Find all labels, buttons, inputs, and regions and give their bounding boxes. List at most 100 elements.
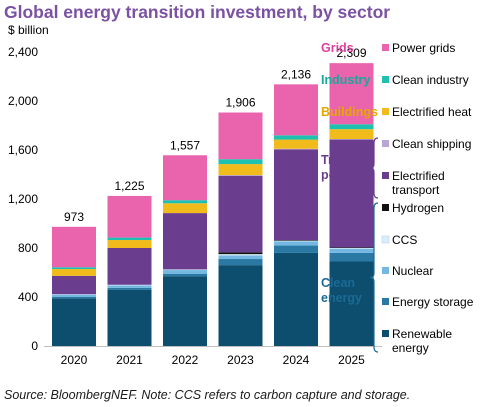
bar-segment [274,252,318,346]
bar-segment [329,247,374,248]
y-axis: 0 400 800 1,200 1,600 2,000 2,400 [8,45,38,353]
bar-segment [274,84,318,136]
bar-segment [329,248,374,253]
bar-segment [218,164,263,176]
x-tick-label: 2021 [116,353,143,367]
bar-segment [329,124,374,130]
legend: Grids Power grids Industry Clean industry Bu… [321,41,474,355]
bar-segment [107,195,152,238]
bar-segment [163,200,207,204]
bar-segment [218,254,263,256]
bar-segment [218,259,263,266]
bar-total-label: 2,136 [281,67,311,81]
legend-group-label: energy [321,291,362,305]
bar-segment [218,159,263,165]
legend-item-label: CCS [392,233,417,247]
chart-title: Global energy transition investment, by … [4,2,391,22]
bar-segment [274,149,318,241]
legend-item-label: Clean industry [392,73,469,87]
legend-bracket [369,137,379,199]
x-tick-label: 2024 [283,353,310,367]
legend-item-label: Power grids [392,41,455,55]
legend-group-label: Grids [321,41,354,55]
bar-segment [52,267,96,270]
bar-total-label: 1,906 [225,96,255,110]
x-axis: 2020 2021 2022 2023 2024 2025 [44,346,382,367]
bar-segment [329,63,374,125]
bar-segment [274,135,318,140]
bar-segment [218,252,263,255]
legend-swatch [382,267,389,274]
source-note: Source: BloombergNEF. Note: CCS refers t… [4,388,411,402]
bar-segment [107,237,152,241]
legend-item-label: energy [392,341,429,355]
bar-segment [274,240,318,241]
y-tick-label: 400 [18,290,38,304]
bar-segment [163,155,207,201]
bar-segment [107,284,152,286]
bar-segment [329,252,374,262]
bar-segment [163,213,207,270]
legend-item-label: Hydrogen [392,201,444,215]
y-tick-label: 1,600 [8,143,38,157]
bar-segment [329,129,374,139]
legend-item-label: Electrified heat [392,105,472,119]
bar-segment [107,289,152,346]
legend-item-label: Nuclear [392,264,433,278]
x-tick-label: 2022 [172,353,199,367]
bar-segment [163,276,207,346]
legend-group-label: Clean [321,276,355,290]
bar-segment [52,298,96,346]
bar-segment [52,297,96,299]
bar-segment [107,248,152,285]
bar-segment [329,261,374,346]
bar-segment [52,226,96,268]
bar-segment [274,245,318,253]
bar-segment [329,139,374,248]
bar-segment [52,294,96,297]
y-tick-label: 1,200 [8,192,38,206]
bar-segment [163,203,207,214]
legend-item-label: Energy storage [392,295,474,309]
bar-segment [163,270,207,274]
x-tick-label: 2023 [227,353,254,367]
y-tick-label: 2,000 [8,94,38,108]
bar-segment [163,273,207,277]
bar-segment [52,294,96,295]
legend-swatch [382,204,389,211]
y-tick-label: 800 [18,241,38,255]
legend-item-label: Clean shipping [392,137,471,151]
legend-swatch [381,235,390,244]
legend-swatch [382,298,389,305]
legend-bracket [369,202,379,353]
legend-swatch [382,330,389,337]
bar-segment [107,240,152,248]
legend-group-label: Industry [321,73,370,87]
legend-item-label: Electrified [392,169,445,183]
bar-segment [274,241,318,246]
y-axis-unit: $ billion [8,23,49,37]
bar-segment [107,287,152,290]
bar-total-label: 1,557 [170,138,200,152]
bar-segment [218,255,263,260]
legend-swatch [382,172,389,179]
legend-item-label: Renewable [392,327,452,341]
bar-segment [218,265,263,346]
bar-segment [218,175,263,176]
bar-segment [163,269,207,271]
bar-segment [329,138,374,140]
legend-swatch [382,76,389,83]
y-tick-label: 2,400 [8,45,38,59]
bar-segment [52,275,96,295]
bar-segment [329,248,374,249]
bar-segment [274,139,318,149]
bar-total-label: 2,309 [336,46,366,60]
legend-swatch [382,108,389,115]
bar-segment [218,175,263,253]
bar-segment [274,148,318,150]
x-tick-label: 2020 [61,353,88,367]
legend-group-label: port [321,168,346,182]
bar-segment [107,285,152,288]
bar-total-label: 1,225 [114,179,144,193]
